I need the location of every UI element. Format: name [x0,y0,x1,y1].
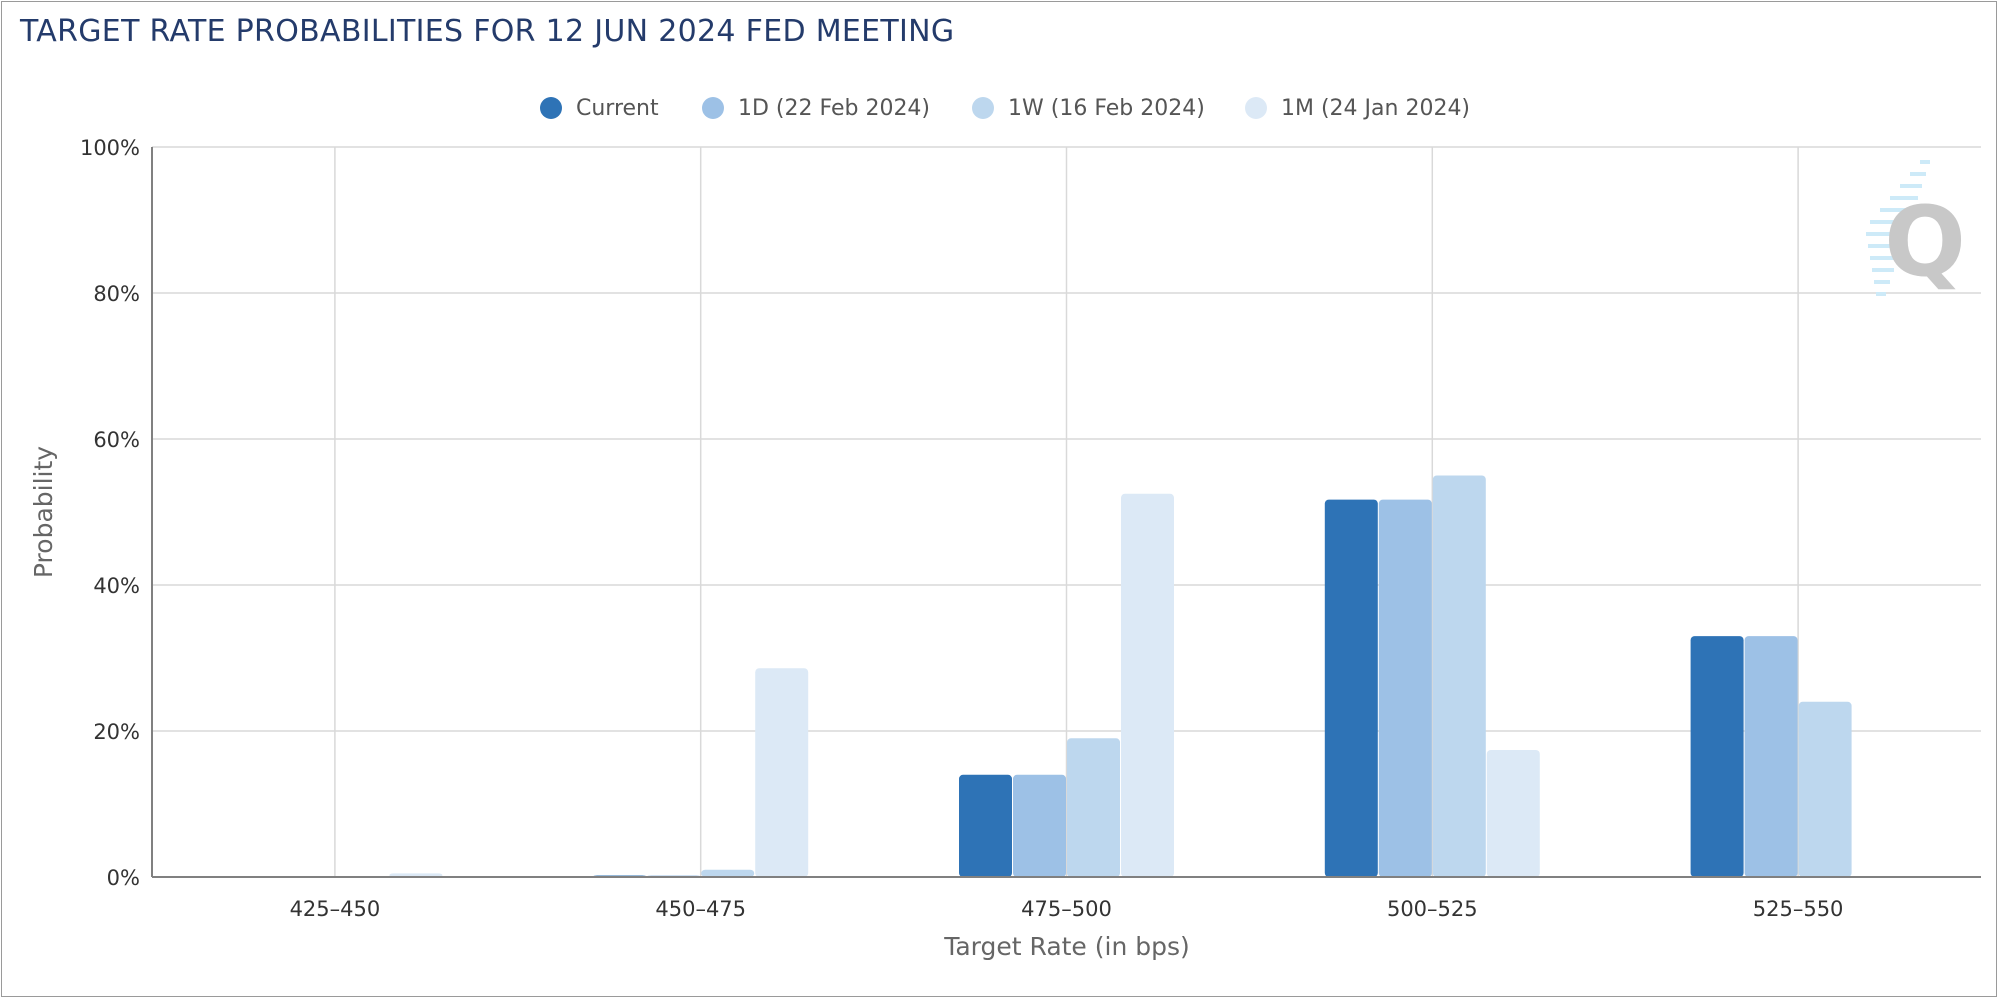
bar[interactable] [1378,499,1432,877]
y-tick-label: 0% [107,866,140,890]
bar[interactable] [1432,475,1486,878]
bar[interactable] [755,668,809,877]
logo-q-glyph: Q [1884,186,1966,298]
legend-item-1m[interactable]: 1M (24 Jan 2024) [1245,92,1470,124]
x-tick-label: 525–550 [1753,897,1844,921]
quikstrike-logo-icon: Q [1866,160,1966,298]
y-tick-label: 40% [93,574,140,598]
legend-dot-icon [972,97,994,119]
chart-title: TARGET RATE PROBABILITIES FOR 12 JUN 202… [20,14,955,49]
legend-dot-icon [1245,97,1267,119]
x-tick-label: 500–525 [1387,897,1478,921]
legend-label: 1D (22 Feb 2024) [738,95,931,121]
bars [389,475,1852,878]
y-tick-label: 60% [93,428,140,452]
legend: Current 1D (22 Feb 2024) 1W (16 Feb 2024… [0,92,2000,124]
y-tick-labels: 0% 20% 40% 60% 80% 100% [80,136,140,890]
legend-dot-icon [702,97,724,119]
x-tick-labels: 425–450 450–475 475–500 500–525 525–550 [290,897,1844,921]
bar[interactable] [959,774,1012,877]
x-axis-title: Target Rate (in bps) [943,932,1190,961]
axes [151,147,1981,878]
y-tick-label: 80% [93,282,140,306]
legend-label: 1W (16 Feb 2024) [1008,95,1205,121]
legend-label: Current [576,95,659,121]
bar[interactable] [1798,701,1852,877]
bar[interactable] [1013,774,1066,877]
y-axis-title: Probability [29,446,58,578]
x-tick-label: 450–475 [655,897,746,921]
legend-dot-icon [540,97,562,119]
bar[interactable] [1486,749,1540,877]
y-tick-label: 100% [80,136,140,160]
bar[interactable] [1067,738,1120,877]
bar[interactable] [1121,493,1174,877]
legend-label: 1M (24 Jan 2024) [1281,95,1471,121]
legend-item-current[interactable]: Current [540,92,659,124]
gridlines [152,146,1981,877]
y-tick-label: 20% [93,720,140,744]
legend-item-1d[interactable]: 1D (22 Feb 2024) [702,92,930,124]
bar[interactable] [701,869,755,877]
bar[interactable] [1690,636,1744,877]
bar[interactable] [1324,499,1378,877]
legend-item-1w[interactable]: 1W (16 Feb 2024) [972,92,1205,124]
x-tick-label: 425–450 [290,897,381,921]
logo-stripes-icon [1866,160,1930,296]
x-tick-label: 475–500 [1021,897,1112,921]
bar[interactable] [1744,636,1798,877]
